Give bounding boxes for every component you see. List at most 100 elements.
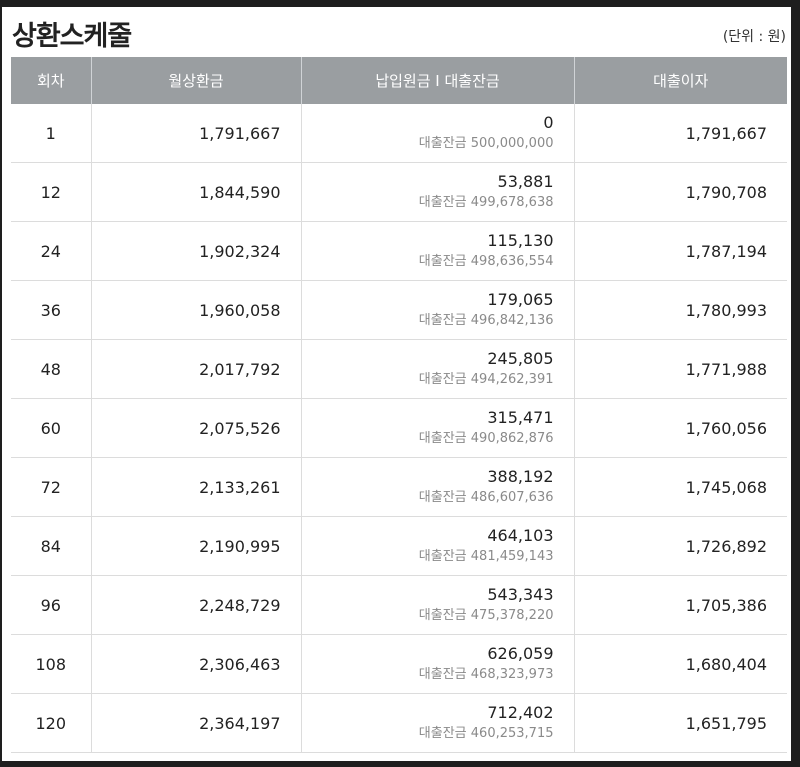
monthly-payment-cell: 1,791,667	[90, 104, 301, 163]
balance-value: 498,636,554	[470, 254, 554, 269]
monthly-payment-cell: 2,133,261	[90, 457, 301, 517]
principal-balance-cell: 179,065 대출잔금 496,842,136	[300, 280, 574, 340]
interest-cell: 1,651,795	[573, 693, 787, 753]
monthly-payment-cell: 1,844,590	[90, 162, 301, 222]
balance-value: 475,378,220	[470, 608, 554, 623]
balance-prefix: 대출잔금	[418, 608, 467, 623]
principal-value: 53,881	[497, 172, 554, 191]
balance-line: 대출잔금 481,459,143	[302, 546, 554, 567]
balance-line: 대출잔금 499,678,638	[302, 192, 554, 213]
principal-balance-cell: 626,059 대출잔금 468,323,973	[300, 634, 574, 694]
installment-cell: 24	[11, 221, 91, 281]
monthly-payment-cell: 2,017,792	[90, 339, 301, 399]
column-header-principal-balance: 납입원금 I 대출잔금	[300, 57, 574, 104]
interest-cell: 1,705,386	[573, 575, 787, 635]
installment-cell: 12	[11, 162, 91, 222]
table-row: 1 1,791,667 0 대출잔금 500,000,000 1,791,667	[11, 104, 787, 163]
principal-balance-cell: 464,103 대출잔금 481,459,143	[300, 516, 574, 576]
page-title: 상환스케줄	[12, 21, 132, 52]
principal-value: 115,130	[487, 231, 554, 250]
monthly-payment-cell: 2,075,526	[90, 398, 301, 458]
balance-value: 481,459,143	[470, 549, 554, 564]
balance-prefix: 대출잔금	[418, 667, 467, 682]
interest-cell: 1,791,667	[573, 104, 787, 163]
monthly-payment-cell: 1,960,058	[90, 280, 301, 340]
table-row: 72 2,133,261 388,192 대출잔금 486,607,636 1,745,…	[11, 457, 787, 517]
installment-cell: 120	[11, 693, 91, 753]
balance-value: 494,262,391	[470, 372, 554, 387]
balance-line: 대출잔금 475,378,220	[302, 605, 554, 626]
principal-value: 464,103	[487, 526, 554, 545]
principal-value: 626,059	[487, 644, 554, 663]
balance-line: 대출잔금 468,323,973	[302, 664, 554, 685]
column-header-monthly-payment: 월상환금	[90, 57, 301, 104]
installment-cell: 60	[11, 398, 91, 458]
monthly-payment-cell: 2,190,995	[90, 516, 301, 576]
installment-cell: 72	[11, 457, 91, 517]
interest-cell: 1,726,892	[573, 516, 787, 576]
table-row: 108 2,306,463 626,059 대출잔금 468,323,973 1,680…	[11, 634, 787, 694]
interest-cell: 1,680,404	[573, 634, 787, 694]
installment-cell: 48	[11, 339, 91, 399]
balance-prefix: 대출잔금	[418, 726, 467, 741]
column-header-installment: 회차	[11, 57, 91, 104]
balance-line: 대출잔금 494,262,391	[302, 369, 554, 390]
table-row: 96 2,248,729 543,343 대출잔금 475,378,220 1,705,…	[11, 575, 787, 635]
table-row: 120 2,364,197 712,402 대출잔금 460,253,715 1,651…	[11, 693, 787, 753]
installment-cell: 84	[11, 516, 91, 576]
table-row: 48 2,017,792 245,805 대출잔금 494,262,391 1,771,…	[11, 339, 787, 399]
balance-prefix: 대출잔금	[418, 549, 467, 564]
balance-line: 대출잔금 498,636,554	[302, 251, 554, 272]
monthly-payment-cell: 2,364,197	[90, 693, 301, 753]
interest-cell: 1,780,993	[573, 280, 787, 340]
table-body: 1 1,791,667 0 대출잔금 500,000,000 1,791,667 12 1,…	[11, 104, 787, 753]
installment-cell: 96	[11, 575, 91, 635]
balance-prefix: 대출잔금	[418, 490, 467, 505]
principal-balance-cell: 53,881 대출잔금 499,678,638	[300, 162, 574, 222]
balance-value: 500,000,000	[470, 136, 554, 151]
table-row: 36 1,960,058 179,065 대출잔금 496,842,136 1,780,…	[11, 280, 787, 340]
repayment-schedule-table: 회차 월상환금 납입원금 I 대출잔금 대출이자 1 1,791,667 0 대출잔금…	[11, 57, 787, 753]
table-row: 12 1,844,590 53,881 대출잔금 499,678,638 1,790,7…	[11, 162, 787, 222]
balance-value: 499,678,638	[470, 195, 554, 210]
balance-prefix: 대출잔금	[418, 136, 467, 151]
principal-balance-cell: 712,402 대출잔금 460,253,715	[300, 693, 574, 753]
balance-value: 468,323,973	[470, 667, 554, 682]
interest-cell: 1,745,068	[573, 457, 787, 517]
balance-value: 460,253,715	[470, 726, 554, 741]
installment-cell: 36	[11, 280, 91, 340]
principal-balance-cell: 388,192 대출잔금 486,607,636	[300, 457, 574, 517]
principal-value: 388,192	[487, 467, 554, 486]
table-row: 24 1,902,324 115,130 대출잔금 498,636,554 1,787,…	[11, 221, 787, 281]
interest-cell: 1,787,194	[573, 221, 787, 281]
principal-value: 245,805	[487, 349, 554, 368]
installment-cell: 108	[11, 634, 91, 694]
interest-cell: 1,790,708	[573, 162, 787, 222]
balance-value: 490,862,876	[470, 431, 554, 446]
principal-balance-cell: 315,471 대출잔금 490,862,876	[300, 398, 574, 458]
principal-value: 0	[543, 113, 554, 132]
principal-value: 315,471	[487, 408, 554, 427]
balance-line: 대출잔금 500,000,000	[302, 133, 554, 154]
balance-prefix: 대출잔금	[418, 313, 467, 328]
balance-prefix: 대출잔금	[418, 372, 467, 387]
balance-line: 대출잔금 496,842,136	[302, 310, 554, 331]
table-row: 60 2,075,526 315,471 대출잔금 490,862,876 1,760,…	[11, 398, 787, 458]
balance-value: 496,842,136	[470, 313, 554, 328]
table-header-row: 회차 월상환금 납입원금 I 대출잔금 대출이자	[11, 57, 787, 104]
panel-header: 상환스케줄 (단위 : 원)	[2, 7, 791, 57]
monthly-payment-cell: 1,902,324	[90, 221, 301, 281]
principal-value: 543,343	[487, 585, 554, 604]
balance-prefix: 대출잔금	[418, 195, 467, 210]
unit-label: (단위 : 원)	[722, 29, 786, 45]
monthly-payment-cell: 2,306,463	[90, 634, 301, 694]
principal-value: 712,402	[487, 703, 554, 722]
principal-balance-cell: 543,343 대출잔금 475,378,220	[300, 575, 574, 635]
interest-cell: 1,760,056	[573, 398, 787, 458]
principal-balance-cell: 245,805 대출잔금 494,262,391	[300, 339, 574, 399]
installment-cell: 1	[11, 104, 91, 163]
table-row: 84 2,190,995 464,103 대출잔금 481,459,143 1,726,…	[11, 516, 787, 576]
principal-value: 179,065	[487, 290, 554, 309]
balance-prefix: 대출잔금	[418, 254, 467, 269]
